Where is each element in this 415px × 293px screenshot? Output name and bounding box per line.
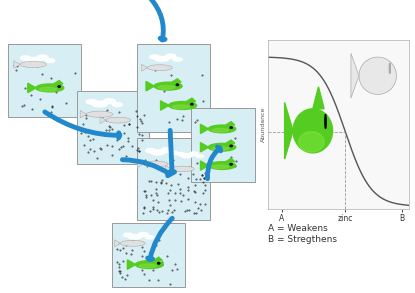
Ellipse shape (106, 117, 131, 123)
Ellipse shape (139, 264, 156, 268)
FancyBboxPatch shape (112, 223, 185, 287)
Ellipse shape (20, 56, 31, 60)
Ellipse shape (325, 114, 326, 128)
Ellipse shape (389, 63, 390, 74)
FancyBboxPatch shape (77, 91, 149, 164)
Ellipse shape (86, 111, 113, 117)
Ellipse shape (212, 165, 228, 169)
Polygon shape (146, 81, 154, 91)
Ellipse shape (212, 147, 228, 150)
Polygon shape (172, 79, 181, 82)
Ellipse shape (212, 128, 228, 132)
Ellipse shape (171, 166, 194, 172)
Polygon shape (115, 240, 120, 247)
Ellipse shape (143, 161, 168, 167)
Text: A = Weakens
B = Stregthens: A = Weakens B = Stregthens (268, 224, 337, 243)
Polygon shape (226, 122, 235, 125)
Ellipse shape (293, 109, 332, 153)
Ellipse shape (359, 57, 396, 94)
Ellipse shape (176, 84, 178, 86)
FancyBboxPatch shape (137, 44, 210, 132)
Ellipse shape (181, 154, 193, 158)
Ellipse shape (230, 145, 232, 147)
Ellipse shape (161, 148, 172, 152)
Polygon shape (142, 64, 147, 71)
Ellipse shape (155, 56, 169, 62)
Ellipse shape (124, 233, 133, 237)
Ellipse shape (208, 162, 236, 169)
Polygon shape (200, 161, 208, 170)
Polygon shape (127, 260, 136, 269)
Ellipse shape (154, 82, 182, 90)
Ellipse shape (92, 101, 107, 107)
Polygon shape (161, 101, 169, 110)
Polygon shape (100, 117, 106, 124)
Y-axis label: Abundance: Abundance (261, 107, 266, 142)
Ellipse shape (112, 103, 122, 107)
Ellipse shape (177, 152, 185, 156)
Ellipse shape (39, 87, 56, 91)
Polygon shape (226, 158, 235, 162)
Ellipse shape (135, 261, 164, 268)
Ellipse shape (36, 84, 64, 92)
Ellipse shape (146, 149, 156, 152)
Polygon shape (80, 110, 87, 118)
Ellipse shape (165, 54, 176, 59)
Ellipse shape (58, 86, 60, 87)
Ellipse shape (158, 86, 175, 89)
FancyBboxPatch shape (137, 138, 210, 220)
Polygon shape (200, 124, 208, 134)
Ellipse shape (230, 127, 232, 128)
Ellipse shape (37, 55, 48, 60)
Polygon shape (166, 166, 171, 172)
Ellipse shape (191, 103, 193, 105)
Ellipse shape (173, 58, 182, 61)
Polygon shape (351, 53, 359, 98)
Polygon shape (28, 83, 36, 93)
Ellipse shape (190, 152, 198, 156)
Polygon shape (200, 143, 208, 152)
Ellipse shape (20, 61, 46, 68)
Ellipse shape (196, 155, 203, 158)
Ellipse shape (128, 234, 142, 239)
Ellipse shape (45, 59, 55, 62)
Polygon shape (186, 98, 196, 102)
Ellipse shape (158, 263, 160, 264)
Polygon shape (226, 140, 235, 143)
Polygon shape (313, 87, 324, 109)
Polygon shape (54, 81, 63, 84)
Ellipse shape (26, 57, 41, 63)
Ellipse shape (208, 143, 236, 151)
Polygon shape (285, 103, 293, 159)
Ellipse shape (208, 125, 236, 133)
Ellipse shape (169, 151, 178, 155)
Polygon shape (14, 61, 20, 68)
Ellipse shape (120, 240, 145, 246)
FancyBboxPatch shape (191, 108, 255, 182)
Ellipse shape (147, 65, 172, 71)
Ellipse shape (299, 132, 324, 152)
Ellipse shape (138, 232, 148, 237)
Ellipse shape (172, 105, 189, 109)
FancyBboxPatch shape (8, 44, 81, 117)
Ellipse shape (104, 99, 115, 104)
Ellipse shape (146, 236, 154, 239)
Ellipse shape (86, 100, 97, 104)
Ellipse shape (168, 101, 197, 110)
Polygon shape (137, 161, 143, 168)
Ellipse shape (150, 55, 160, 59)
Ellipse shape (230, 163, 232, 165)
Polygon shape (153, 257, 163, 261)
Ellipse shape (151, 150, 165, 155)
